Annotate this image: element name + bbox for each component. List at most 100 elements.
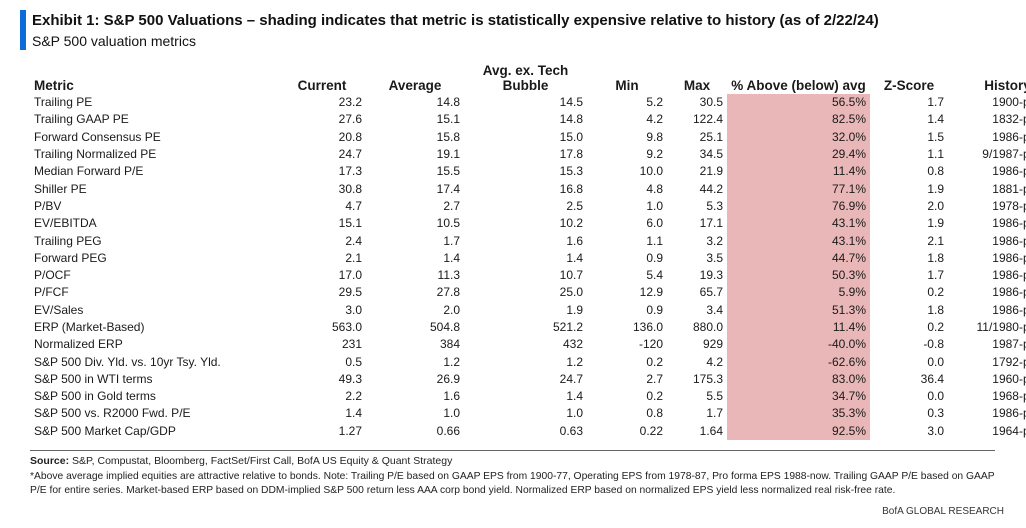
table-row: P/OCF 17.0 11.3 10.7 5.4 19.3 50.3% 1.7 1986-pre… (30, 266, 1026, 285)
cell-history: 1960-present (992, 371, 1026, 386)
col-header-max: Max (683, 78, 711, 93)
cell-min: 2.7 (646, 371, 663, 386)
cell-current: 231 (341, 337, 362, 352)
accent-bar (20, 10, 26, 50)
cell-pct-above-avg: 32.0% (727, 128, 870, 146)
source-line: Source: S&P, Compustat, Bloomberg, FactS… (30, 455, 452, 467)
cell-metric: Normalized ERP (34, 337, 123, 352)
table-row: S&P 500 Div. Yld. vs. 10yr Tsy. Yld. 0.5 1… (30, 353, 1026, 371)
cell-history: 1832-present (992, 112, 1026, 127)
cell-max: 3.4 (706, 302, 723, 317)
cell-average: 504.8 (429, 320, 460, 334)
cell-history: 1987-present (992, 337, 1026, 352)
cell-min: 0.8 (646, 406, 663, 421)
cell-history: 1968-present (992, 389, 1026, 404)
cell-pct-above-avg: -40.0% (727, 336, 870, 354)
cell-pct-above-avg: 29.4% (727, 145, 870, 164)
cell-max: 5.3 (706, 198, 723, 213)
cell-max: 5.5 (706, 389, 723, 404)
cell-pct-above-avg: 56.5% (727, 94, 870, 112)
cell-avg-ex-tech: 1.0 (566, 406, 583, 421)
cell-metric: Trailing PEG (34, 233, 102, 248)
cell-current: 49.3 (338, 371, 362, 386)
cell-z-score: 0.3 (927, 406, 944, 421)
cell-min: 1.1 (646, 233, 663, 248)
table-row: ERP (Market-Based) 563.0 504.8 521.2 136.0 88… (30, 318, 1026, 337)
cell-avg-ex-tech: 15.3 (559, 164, 583, 179)
cell-max: 17.1 (699, 216, 723, 231)
cell-avg-ex-tech: 521.2 (552, 320, 583, 334)
cell-avg-ex-tech: 25.0 (559, 285, 583, 300)
cell-z-score: 3.0 (927, 423, 944, 438)
cell-avg-ex-tech: 10.2 (559, 216, 583, 231)
brand-label: BofA GLOBAL RESEARCH (882, 506, 1004, 517)
cell-min: 1.0 (646, 198, 663, 213)
cell-average: 1.0 (443, 406, 460, 421)
cell-current: 1.27 (338, 423, 362, 438)
cell-avg-ex-tech: 1.4 (566, 389, 583, 404)
cell-min: 5.4 (646, 268, 663, 283)
cell-history: 1986-present (992, 164, 1026, 179)
col-header-z-score: Z-Score (883, 78, 935, 93)
cell-current: 2.4 (345, 233, 362, 248)
cell-history: 1986-present (992, 406, 1026, 421)
cell-history: 1986-present (992, 216, 1026, 231)
cell-z-score: 1.4 (927, 112, 944, 127)
cell-avg-ex-tech: 14.5 (559, 95, 583, 110)
cell-max: 1.7 (706, 406, 723, 421)
table-row: S&P 500 Market Cap/GDP 1.27 0.66 0.63 0.22 1.… (30, 422, 1026, 440)
cell-z-score: 1.9 (927, 216, 944, 231)
cell-metric: Median Forward P/E (34, 164, 144, 179)
cell-pct-above-avg: 92.5% (727, 422, 870, 440)
cell-max: 3.2 (706, 233, 723, 248)
cell-current: 27.6 (338, 112, 362, 127)
cell-avg-ex-tech: 24.7 (559, 371, 583, 386)
cell-metric: P/OCF (34, 268, 71, 283)
cell-average: 11.3 (437, 268, 460, 283)
cell-max: 3.5 (706, 250, 723, 265)
table-row: P/BV 4.7 2.7 2.5 1.0 5.3 76.9% 2.0 1978-present (30, 197, 1026, 216)
cell-history: 1986-present (992, 250, 1026, 265)
table-row: S&P 500 in Gold terms 2.2 1.6 1.4 0.2 5.5 34.7… (30, 388, 1026, 406)
cell-max: 25.1 (699, 129, 723, 144)
cell-average: 0.66 (436, 423, 460, 438)
cell-z-score: 1.5 (927, 129, 944, 144)
cell-pct-above-avg: 43.1% (727, 215, 870, 233)
cell-max: 880.0 (692, 320, 723, 334)
table-header-row: Metric Current Average Avg. ex. Tech Bub… (30, 63, 1026, 94)
cell-current: 17.0 (338, 268, 362, 283)
cell-max: 65.7 (699, 285, 723, 300)
cell-metric: P/FCF (34, 285, 69, 300)
cell-pct-above-avg: 5.9% (727, 284, 870, 302)
cell-avg-ex-tech: 0.63 (559, 423, 583, 438)
cell-avg-ex-tech: 1.9 (566, 302, 583, 317)
cell-metric: S&P 500 Market Cap/GDP (34, 423, 176, 438)
cell-min: 136.0 (632, 320, 663, 334)
table-row: Trailing GAAP PE 27.6 15.1 14.8 4.2 122.4 82.5… (30, 111, 1026, 129)
table-row: Normalized ERP 231 384 432 -120 929 -40.0% -0.8… (30, 336, 1026, 354)
cell-average: 17.4 (436, 181, 460, 196)
cell-min: 4.8 (646, 181, 663, 196)
source-label: Source: (30, 455, 70, 467)
cell-avg-ex-tech: 10.7 (559, 268, 583, 283)
cell-average: 1.7 (443, 233, 460, 248)
footer-divider (30, 450, 995, 451)
cell-metric: S&P 500 Div. Yld. vs. 10yr Tsy. Yld. (34, 354, 221, 369)
valuation-table: Metric Current Average Avg. ex. Tech Bub… (30, 63, 1026, 440)
cell-z-score: 1.9 (927, 181, 944, 196)
cell-max: 21.9 (699, 164, 723, 179)
cell-metric: Shiller PE (34, 181, 87, 196)
cell-pct-above-avg: 50.3% (727, 266, 870, 285)
table-row: Forward Consensus PE 20.8 15.8 15.0 9.8 25.1 3… (30, 128, 1026, 146)
col-header-history: History (984, 78, 1026, 93)
cell-min: 4.2 (646, 112, 663, 127)
cell-max: 122.4 (692, 112, 723, 127)
cell-history: 1900-present (992, 95, 1026, 110)
cell-current: 4.7 (345, 198, 362, 213)
cell-max: 34.5 (699, 147, 723, 162)
exhibit-subtitle: S&P 500 valuation metrics (32, 33, 196, 49)
cell-avg-ex-tech: 2.5 (566, 198, 583, 213)
cell-avg-ex-tech: 16.8 (559, 181, 583, 196)
cell-current: 24.7 (338, 147, 362, 162)
cell-avg-ex-tech: 1.4 (566, 250, 583, 265)
